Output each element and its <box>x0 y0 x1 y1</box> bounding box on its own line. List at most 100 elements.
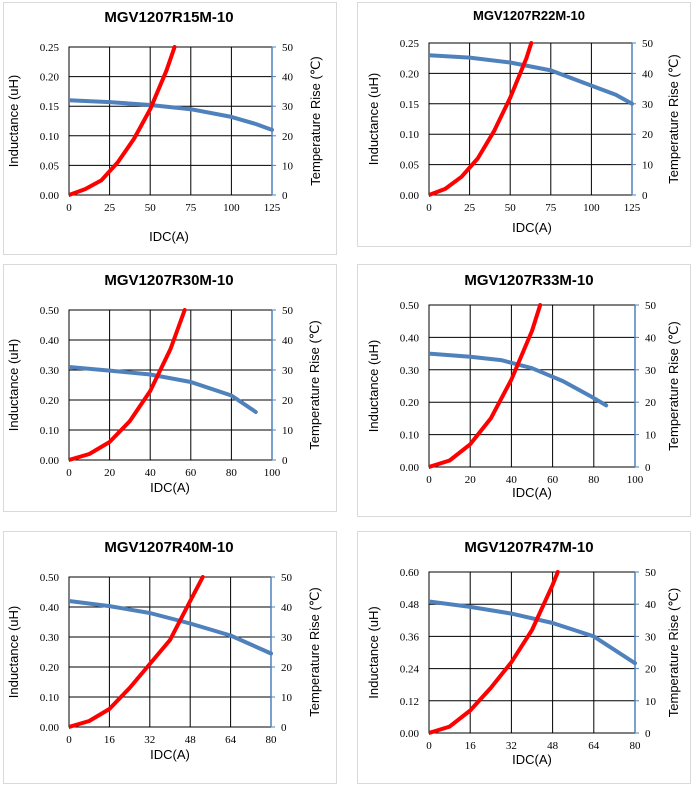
x-tick-label: 32 <box>506 740 517 752</box>
y-tick-label: 0.48 <box>400 599 420 611</box>
y2-tick-label: 50 <box>645 567 657 579</box>
temperature-rise-line <box>429 41 534 197</box>
y2-tick-label: 20 <box>282 395 294 407</box>
y-tick-label: 0.20 <box>400 397 420 409</box>
y2-axis-label: Temperature Rise (℃) <box>308 56 323 185</box>
x-tick-label: 0 <box>66 734 72 746</box>
y2-tick-label: 0 <box>642 190 648 202</box>
x-tick-label: 20 <box>465 474 477 486</box>
y2-tick-label: 10 <box>282 425 294 437</box>
chart-panel-4: MGV1207R33M-10 0.00 0.10 0.20 0.30 0.40 0.50 0 1… <box>357 264 691 517</box>
chart-panel-1: MGV1207R15M-10 0.00 0.05 0.10 0.15 0.20 0.25 0 1… <box>3 2 337 255</box>
x-axis-label: IDC(A) <box>512 752 552 767</box>
y-axis-label: Inductance (uH) <box>6 606 21 699</box>
inductance-line <box>429 351 609 408</box>
y-tick-label: 0.15 <box>400 99 420 111</box>
y-tick-label: 0.10 <box>400 430 420 442</box>
y-tick-label: 0.40 <box>400 332 420 344</box>
y2-axis-label: Temperature Rise (℃) <box>666 588 681 717</box>
x-tick-label: 40 <box>506 474 518 486</box>
y2-tick-label: 20 <box>645 397 657 409</box>
chart-svg: MGV1207R22M-100.000.050.100.150.200.2501… <box>366 8 681 235</box>
y2-tick-label: 30 <box>282 101 294 113</box>
x-axis-label: IDC(A) <box>512 220 552 235</box>
temperature-rise-line <box>69 575 205 729</box>
y-tick-label: 0.40 <box>40 335 60 347</box>
plot-frame <box>68 309 273 461</box>
y-tick-label: 0.40 <box>40 602 60 614</box>
y-tick-label: 0.30 <box>40 632 60 644</box>
x-tick-label: 16 <box>104 734 116 746</box>
chart-title: MGV1207R30M-10 <box>104 272 233 289</box>
x-tick-label: 80 <box>588 474 600 486</box>
x-axis-label: IDC(A) <box>150 480 190 495</box>
y-tick-label: 0.10 <box>400 129 420 141</box>
x-tick-label: 125 <box>264 202 281 214</box>
x-tick-label: 80 <box>226 467 238 479</box>
y2-tick-label: 30 <box>642 99 654 111</box>
x-tick-label: 60 <box>547 474 559 486</box>
y-tick-label: 0.05 <box>400 160 420 172</box>
y2-tick-label: 50 <box>642 38 654 50</box>
chart-title: MGV1207R22M-10 <box>473 8 585 23</box>
y2-tick-label: 30 <box>281 632 293 644</box>
chart-panel-3: MGV1207R30M-10 0.00 0.10 0.20 0.30 0.40 0.50 0 1… <box>3 264 337 512</box>
y-tick-label: 0.20 <box>400 68 420 80</box>
y2-tick-label: 50 <box>645 300 657 312</box>
temperature-rise-line <box>69 45 177 197</box>
x-tick-label: 80 <box>266 734 278 746</box>
y2-tick-label: 30 <box>645 631 657 643</box>
y-tick-label: 0.50 <box>40 305 60 317</box>
y2-tick-label: 10 <box>642 160 654 172</box>
x-tick-label: 100 <box>627 474 644 486</box>
x-tick-label: 0 <box>426 202 432 214</box>
chart-svg: MGV1207R15M-100.000.050.100.150.200.2501… <box>6 9 323 244</box>
x-axis-label: IDC(A) <box>512 485 552 500</box>
y-axis-label: Inductance (uH) <box>366 606 381 699</box>
y-axis-label: Inductance (uH) <box>366 340 381 433</box>
y2-tick-label: 10 <box>645 430 657 442</box>
x-tick-label: 50 <box>505 202 517 214</box>
y2-tick-label: 40 <box>645 599 657 611</box>
chart-svg: MGV1207R33M-100.000.100.200.300.400.5001… <box>366 272 681 500</box>
y-tick-label: 0.20 <box>40 662 60 674</box>
y2-tick-label: 0 <box>645 728 651 740</box>
y2-axis-label: Temperature Rise (℃) <box>666 54 681 183</box>
chart-panel-2: MGV1207R22M-10 0.00 0.05 0.10 0.15 0.20 0.25 0 1… <box>357 2 691 247</box>
temperature-rise-line <box>69 308 187 462</box>
y2-axis-label: Temperature Rise (℃) <box>307 320 322 449</box>
x-tick-label: 20 <box>104 467 116 479</box>
chart-title: MGV1207R33M-10 <box>464 272 593 289</box>
y-tick-label: 0.10 <box>40 131 60 143</box>
temperature-rise-line <box>429 303 543 469</box>
y2-tick-label: 0 <box>282 455 288 467</box>
plot-frame <box>428 571 636 734</box>
y-tick-label: 0.00 <box>40 722 60 734</box>
y-axis-label: Inductance (uH) <box>6 75 21 168</box>
y2-tick-label: 10 <box>645 696 657 708</box>
x-tick-label: 0 <box>66 202 72 214</box>
y2-tick-label: 40 <box>282 72 294 84</box>
chart-panel-6: MGV1207R47M-10 0.00 0.12 0.24 0.36 0.48 0.60 0 1… <box>357 531 691 784</box>
y-tick-label: 0.00 <box>400 728 420 740</box>
y2-axis-label: Temperature Rise (℃) <box>666 321 681 450</box>
x-tick-label: 25 <box>104 202 116 214</box>
y2-tick-label: 10 <box>281 692 293 704</box>
chart-title: MGV1207R40M-10 <box>104 539 233 556</box>
chart-panel-5: MGV1207R40M-10 0.00 0.10 0.20 0.30 0.40 0.50 0 1… <box>3 531 337 784</box>
y2-tick-label: 50 <box>282 305 294 317</box>
inductance-line <box>69 98 274 132</box>
x-tick-label: 25 <box>464 202 476 214</box>
inductance-line <box>69 599 273 656</box>
x-tick-label: 48 <box>547 740 559 752</box>
x-tick-label: 32 <box>144 734 155 746</box>
y2-tick-label: 20 <box>642 129 654 141</box>
y2-tick-label: 20 <box>645 664 657 676</box>
x-tick-label: 100 <box>583 202 600 214</box>
x-tick-label: 80 <box>630 740 642 752</box>
x-tick-label: 0 <box>426 740 432 752</box>
x-tick-label: 100 <box>223 202 240 214</box>
x-tick-label: 0 <box>426 474 432 486</box>
y2-tick-label: 0 <box>645 462 651 474</box>
y2-tick-label: 30 <box>645 365 657 377</box>
